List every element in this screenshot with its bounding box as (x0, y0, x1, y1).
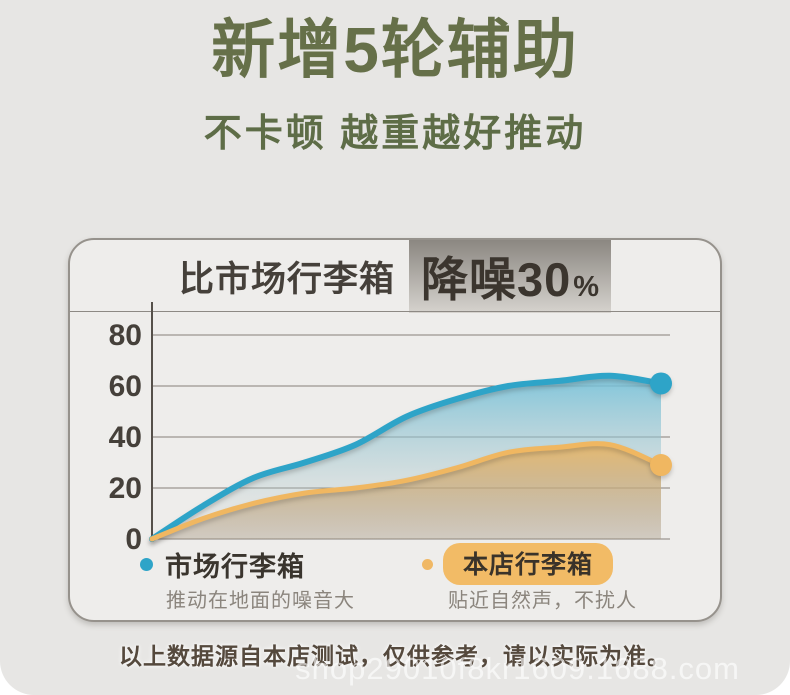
store-legend-caption: 贴近自然声，不扰人 (448, 590, 637, 612)
page-title: 新增5轮辅助 (211, 14, 579, 86)
market-legend-caption: 推动在地面的噪音大 (166, 590, 355, 612)
chart-heading: 比市场行李箱 降噪30 % (70, 239, 720, 313)
chart-series (149, 372, 672, 542)
series-end-dot (650, 454, 672, 477)
data-disclaimer: 以上数据源自本店测试，仅供参考，请以实际为准。 (119, 643, 671, 669)
svg-text:20: 20 (109, 472, 142, 505)
store-legend-pill: 本店行李箱 (443, 543, 614, 585)
page-subtitle: 不卡顿 越重越好推动 (203, 113, 587, 155)
noise-reduction-unit: % (573, 270, 600, 303)
chart-heading-prefix: 比市场行李箱 (178, 259, 395, 299)
noise-reduction-value: 降噪30 (420, 252, 572, 306)
shop-watermark: shop29010f8kr1609.1688.com (295, 651, 740, 686)
svg-text:0: 0 (125, 523, 142, 556)
noise-chart-card: 比市场行李箱 降噪30 % 0 20 40 60 80 (68, 238, 722, 622)
card-separator-line (70, 311, 720, 312)
legend-item-market: 市场行李箱 (140, 545, 305, 584)
noise-comparison-chart: 0 20 40 60 80 (109, 302, 672, 556)
store-legend-dot-icon (422, 558, 433, 570)
legend-item-store: 本店行李箱 (422, 543, 614, 585)
series-end-dot (650, 372, 672, 395)
noise-reduction-badge: 降噪30 % (408, 239, 612, 313)
svg-text:40: 40 (109, 421, 142, 454)
market-legend-label: 市场行李箱 (165, 552, 305, 582)
svg-text:80: 80 (109, 319, 142, 352)
chart-y-tick-labels: 0 20 40 60 80 (109, 319, 142, 556)
market-legend-dot-icon (140, 558, 153, 571)
svg-text:60: 60 (109, 370, 142, 403)
